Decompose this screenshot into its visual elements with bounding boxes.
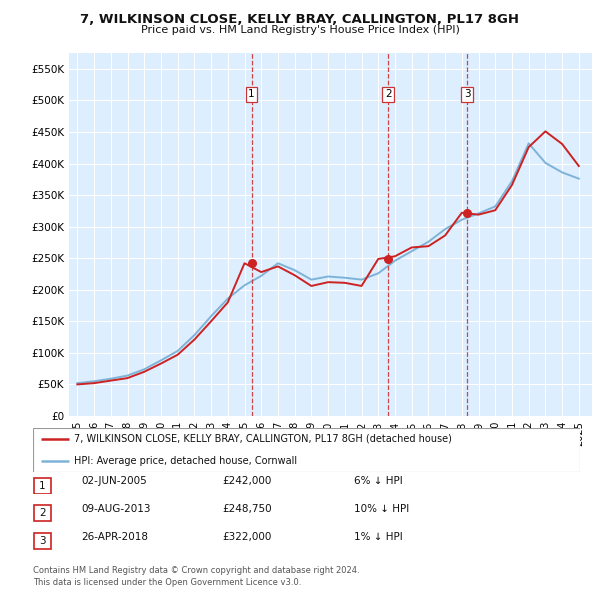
Text: £242,000: £242,000 [222,477,271,486]
Text: 1: 1 [39,481,46,490]
Text: HPI: Average price, detached house, Cornwall: HPI: Average price, detached house, Corn… [74,456,297,466]
Text: 7, WILKINSON CLOSE, KELLY BRAY, CALLINGTON, PL17 8GH: 7, WILKINSON CLOSE, KELLY BRAY, CALLINGT… [80,13,520,26]
Text: 7, WILKINSON CLOSE, KELLY BRAY, CALLINGTON, PL17 8GH (detached house): 7, WILKINSON CLOSE, KELLY BRAY, CALLINGT… [74,434,452,444]
Text: Contains HM Land Registry data © Crown copyright and database right 2024.
This d: Contains HM Land Registry data © Crown c… [33,566,359,587]
Text: 2: 2 [385,89,392,99]
Text: 26-APR-2018: 26-APR-2018 [81,532,148,542]
Text: Price paid vs. HM Land Registry's House Price Index (HPI): Price paid vs. HM Land Registry's House … [140,25,460,35]
Text: £248,750: £248,750 [222,504,272,514]
Text: £322,000: £322,000 [222,532,271,542]
Text: 02-JUN-2005: 02-JUN-2005 [81,477,147,486]
Text: 1% ↓ HPI: 1% ↓ HPI [354,532,403,542]
Text: 1: 1 [248,89,255,99]
Text: 10% ↓ HPI: 10% ↓ HPI [354,504,409,514]
Text: 3: 3 [464,89,470,99]
Text: 2: 2 [39,509,46,518]
Text: 3: 3 [39,536,46,546]
Text: 6% ↓ HPI: 6% ↓ HPI [354,477,403,486]
Text: 09-AUG-2013: 09-AUG-2013 [81,504,151,514]
